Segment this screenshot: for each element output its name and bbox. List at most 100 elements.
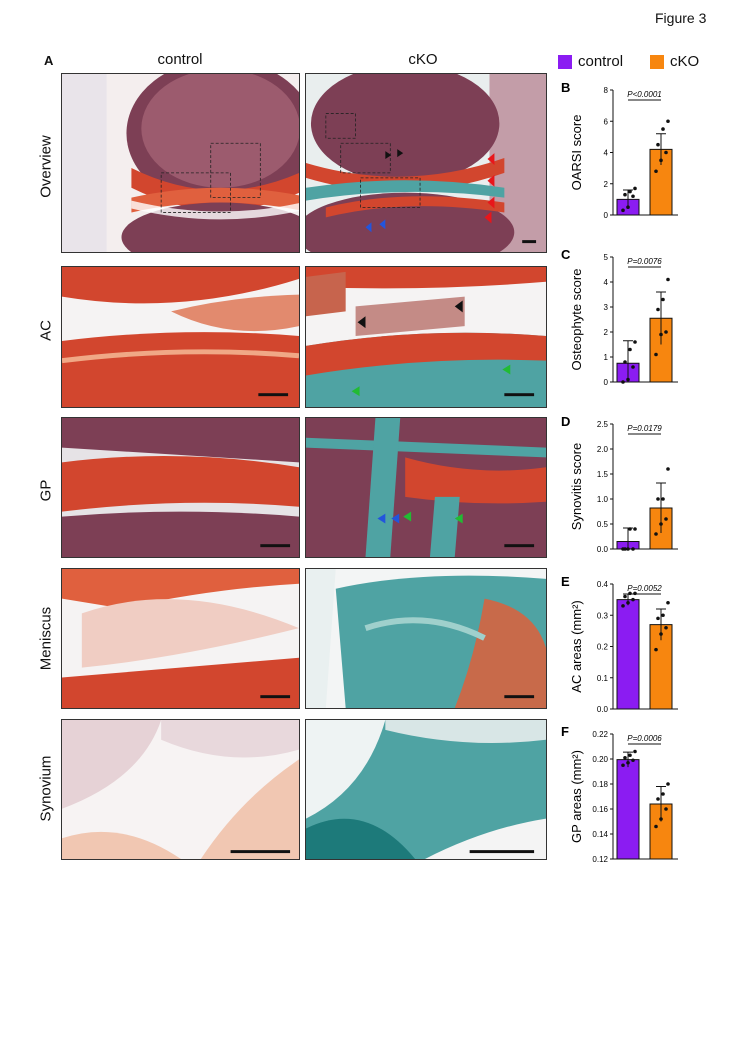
data-point bbox=[628, 527, 632, 531]
row-label-overview: Overview bbox=[37, 135, 55, 198]
panel-letter-f: F bbox=[561, 724, 569, 739]
row-label-ac: AC bbox=[37, 320, 55, 341]
row-label-meniscus: Meniscus bbox=[37, 606, 55, 671]
data-point bbox=[631, 194, 635, 199]
figure-title: Figure 3 bbox=[655, 10, 707, 26]
data-point bbox=[621, 208, 625, 213]
y-tick-label: 2.0 bbox=[597, 445, 609, 454]
panel-letter-c: C bbox=[561, 247, 571, 262]
y-tick-label: 8 bbox=[604, 86, 609, 95]
data-point bbox=[664, 150, 668, 155]
data-point bbox=[661, 297, 665, 302]
data-point bbox=[656, 307, 660, 312]
data-point bbox=[633, 749, 637, 754]
data-point bbox=[659, 817, 663, 821]
data-point bbox=[626, 600, 630, 605]
y-tick-label: 2 bbox=[604, 180, 609, 189]
data-point bbox=[659, 522, 663, 526]
p-value-label: P=0.0006 bbox=[627, 734, 662, 743]
legend-label-cko: cKO bbox=[670, 53, 700, 70]
row-label-gp: GP bbox=[37, 479, 55, 502]
chart-e: E AC areas (mm²) 0.0 0.1 0.2 0.3 0.4 P=0.0052 bbox=[561, 574, 678, 714]
data-point bbox=[623, 755, 627, 760]
y-axis-label: Synovitis score bbox=[569, 443, 584, 530]
panel-letter-e: E bbox=[561, 574, 570, 589]
data-point bbox=[654, 352, 658, 357]
data-point bbox=[628, 189, 632, 194]
y-tick-label: 2 bbox=[604, 328, 609, 337]
y-axis-label: AC areas (mm²) bbox=[569, 600, 584, 692]
histology-overview-control bbox=[61, 73, 300, 253]
data-point bbox=[666, 467, 670, 471]
data-point bbox=[664, 807, 668, 811]
data-point bbox=[621, 380, 625, 384]
y-tick-label: 0.3 bbox=[597, 611, 609, 620]
y-tick-label: 0.0 bbox=[597, 545, 609, 554]
data-point bbox=[621, 604, 625, 608]
legend-label-control: control bbox=[578, 53, 624, 70]
data-point bbox=[666, 600, 670, 605]
data-point bbox=[654, 532, 658, 536]
y-tick-label: 0.22 bbox=[592, 730, 608, 739]
panel-letter-a: A bbox=[44, 53, 54, 68]
data-point bbox=[666, 277, 670, 282]
data-point bbox=[623, 360, 627, 364]
y-tick-label: 4 bbox=[604, 278, 609, 287]
p-value-label: P=0.0052 bbox=[627, 584, 662, 593]
y-tick-label: 0.18 bbox=[592, 780, 608, 789]
data-point bbox=[623, 547, 627, 551]
data-point bbox=[664, 330, 668, 334]
y-tick-label: 1.0 bbox=[597, 495, 609, 504]
panel-letter-d: D bbox=[561, 414, 570, 429]
y-tick-label: 5 bbox=[604, 253, 609, 262]
data-point bbox=[654, 647, 658, 652]
y-tick-label: 1.5 bbox=[597, 470, 609, 479]
legend-swatch-control bbox=[558, 55, 572, 69]
y-axis-label: OARSI score bbox=[569, 115, 584, 191]
data-point bbox=[631, 365, 635, 369]
histology-gp-cko bbox=[305, 417, 547, 558]
chart-b: B OARSI score 0 2 4 6 8 P<0.0001 bbox=[561, 80, 678, 220]
data-point bbox=[628, 753, 632, 758]
data-point bbox=[659, 332, 663, 337]
data-point bbox=[631, 547, 635, 551]
y-tick-label: 0.1 bbox=[597, 674, 609, 683]
histology-ac-cko bbox=[305, 266, 547, 408]
data-point bbox=[661, 497, 665, 501]
y-tick-label: 0.0 bbox=[597, 705, 609, 714]
data-point bbox=[633, 340, 637, 344]
data-point bbox=[659, 632, 663, 636]
y-axis-label: GP areas (mm²) bbox=[569, 750, 584, 843]
data-point bbox=[631, 597, 635, 602]
data-point bbox=[626, 205, 630, 209]
data-point bbox=[659, 158, 663, 163]
bar-control bbox=[616, 599, 640, 710]
y-tick-label: 0.2 bbox=[597, 643, 609, 652]
histology-overview-cko bbox=[305, 73, 547, 253]
data-point bbox=[656, 797, 660, 801]
data-point bbox=[621, 763, 625, 768]
data-point bbox=[656, 497, 660, 501]
y-tick-label: 0.4 bbox=[597, 580, 609, 589]
y-tick-label: 2.5 bbox=[597, 420, 609, 429]
data-point bbox=[654, 824, 658, 829]
histology-gp-control bbox=[61, 417, 300, 558]
y-tick-label: 0.12 bbox=[592, 855, 608, 864]
y-tick-label: 0.5 bbox=[597, 520, 609, 529]
histology-synovium-cko bbox=[305, 719, 547, 860]
y-tick-label: 3 bbox=[604, 303, 609, 312]
y-tick-label: 0.16 bbox=[592, 805, 608, 814]
data-point bbox=[666, 782, 670, 786]
data-point bbox=[623, 594, 627, 599]
chart-d: D Synovitis score 0.0 0.5 1.0 1.5 2.0 2.5 P=0.01… bbox=[561, 414, 678, 554]
histology-ac-control bbox=[61, 266, 300, 408]
chart-f: FGP areas (mm²) 0.12 0.14 0.16 0.18 0.20 0.22 P… bbox=[561, 724, 678, 864]
y-tick-label: 6 bbox=[604, 117, 609, 126]
legend-swatch-cko bbox=[650, 55, 664, 69]
data-point bbox=[654, 169, 658, 174]
y-tick-label: 4 bbox=[604, 149, 609, 158]
p-value-label: P=0.0076 bbox=[627, 257, 662, 266]
histology-synovium-control bbox=[61, 719, 300, 860]
data-point bbox=[626, 377, 630, 382]
y-tick-label: 0 bbox=[604, 378, 609, 387]
